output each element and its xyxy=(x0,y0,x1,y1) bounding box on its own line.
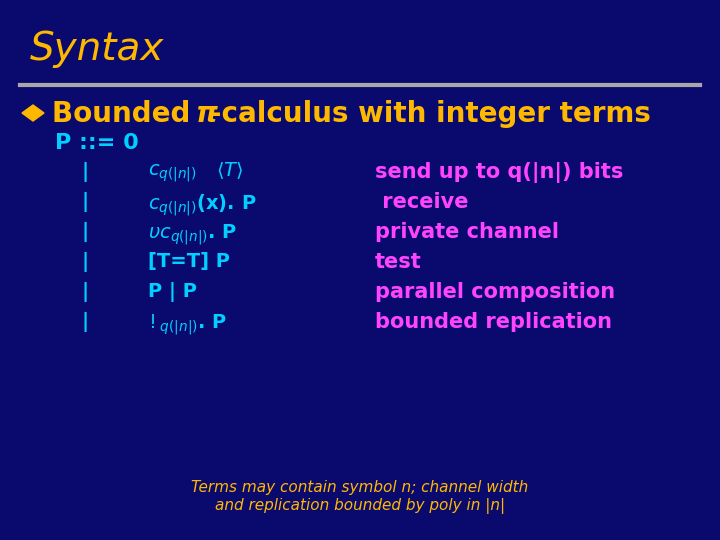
Text: |: | xyxy=(82,252,89,272)
Text: $!_{q(|n|)}$. P: $!_{q(|n|)}$. P xyxy=(148,312,227,337)
Text: π: π xyxy=(196,100,218,128)
Text: send up to q(|n|) bits: send up to q(|n|) bits xyxy=(375,162,624,183)
Text: bounded replication: bounded replication xyxy=(375,312,612,332)
Text: P | P: P | P xyxy=(148,282,197,302)
Text: test: test xyxy=(375,252,422,272)
Text: [T=T] P: [T=T] P xyxy=(148,252,230,271)
Text: Terms may contain symbol n; channel width: Terms may contain symbol n; channel widt… xyxy=(192,480,528,495)
Text: |: | xyxy=(82,282,89,302)
Text: and replication bounded by poly in |n|: and replication bounded by poly in |n| xyxy=(215,498,505,514)
Text: parallel composition: parallel composition xyxy=(375,282,615,302)
Text: P ::= 0: P ::= 0 xyxy=(55,133,139,153)
Text: |: | xyxy=(82,192,89,212)
Text: |: | xyxy=(82,162,89,182)
Text: Syntax: Syntax xyxy=(30,30,164,68)
Polygon shape xyxy=(22,105,44,121)
Text: $\upsilon c_{q(|n|)}$. P: $\upsilon c_{q(|n|)}$. P xyxy=(148,222,238,247)
Text: receive: receive xyxy=(375,192,469,212)
Text: |: | xyxy=(82,222,89,242)
Text: $c_{q(|n|)}$: $c_{q(|n|)}$ xyxy=(148,162,197,184)
Text: Bounded: Bounded xyxy=(52,100,200,128)
Text: |: | xyxy=(82,312,89,332)
Text: $\langle T \rangle$: $\langle T \rangle$ xyxy=(216,160,243,181)
Text: -calculus with integer terms: -calculus with integer terms xyxy=(210,100,651,128)
Text: $c_{q(|n|)}$(x). P: $c_{q(|n|)}$(x). P xyxy=(148,192,256,218)
Text: private channel: private channel xyxy=(375,222,559,242)
